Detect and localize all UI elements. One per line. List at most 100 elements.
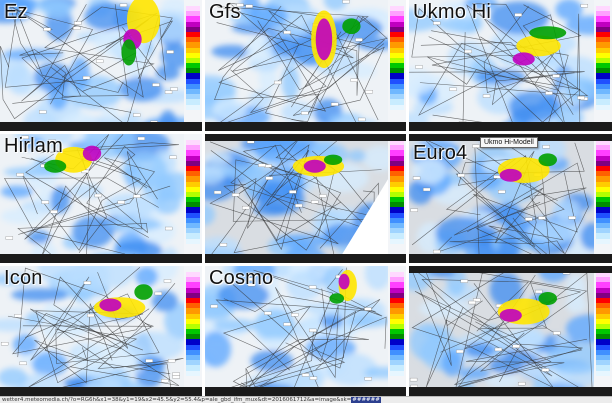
scale-swatch <box>596 323 610 330</box>
scale-swatch <box>186 318 200 324</box>
scale-swatch <box>390 37 404 43</box>
scale-swatch <box>596 6 610 12</box>
precip-color-scale <box>596 140 610 244</box>
map-panel-cosmo-de[interactable] <box>205 134 406 263</box>
scale-swatch <box>390 308 404 314</box>
scale-swatch <box>390 329 404 335</box>
scale-swatch <box>186 150 200 156</box>
map-panel-cosmo[interactable]: Cosmo <box>205 266 406 396</box>
map-panel-icon[interactable]: Icon <box>0 266 202 396</box>
map-panel-ez[interactable]: Ez <box>0 0 202 131</box>
scale-swatch <box>596 160 610 166</box>
scale-swatch <box>390 42 404 48</box>
panel-header <box>409 266 612 273</box>
scale-swatch <box>186 181 200 187</box>
scale-swatch <box>596 99 610 105</box>
model-label: Hirlam <box>4 135 63 157</box>
scale-swatch <box>596 355 610 361</box>
precip-hotspot <box>121 39 137 66</box>
scale-swatch <box>390 31 404 38</box>
scale-swatch <box>596 37 610 43</box>
scale-swatch <box>186 212 200 218</box>
country-borders <box>0 4 174 127</box>
scale-swatch <box>390 16 404 22</box>
scale-swatch <box>186 94 200 100</box>
scale-swatch <box>596 186 610 192</box>
scale-swatch <box>390 57 404 64</box>
scale-swatch <box>596 31 610 38</box>
scale-swatch <box>596 297 610 304</box>
scale-swatch <box>596 165 610 172</box>
map-panel-ukmo-hi[interactable]: Ukmo Hi <box>409 0 612 131</box>
scale-swatch <box>186 329 200 335</box>
map-panel-euro4[interactable]: Euro4 <box>409 134 612 263</box>
scale-swatch <box>390 78 404 84</box>
precip-hotspot <box>303 159 326 173</box>
scale-swatch <box>596 171 610 177</box>
scale-swatch <box>186 334 200 340</box>
scale-swatch <box>390 297 404 304</box>
scale-swatch <box>596 308 610 314</box>
scale-swatch <box>390 6 404 12</box>
scale-swatch <box>390 292 404 298</box>
model-label: Ukmo Hi <box>413 1 492 23</box>
precip-color-scale <box>596 272 610 376</box>
scale-swatch <box>596 233 610 239</box>
precip-hotspot <box>538 292 557 305</box>
scale-swatch <box>186 165 200 172</box>
scale-swatch <box>186 171 200 177</box>
scale-swatch <box>596 217 610 223</box>
scale-swatch <box>596 202 610 208</box>
panel-footer <box>205 254 406 263</box>
scale-swatch <box>596 228 610 234</box>
scale-swatch <box>186 89 200 95</box>
precip-hotspot <box>99 298 122 312</box>
scale-swatch <box>186 21 200 27</box>
scale-swatch <box>596 89 610 95</box>
scale-swatch <box>186 303 200 309</box>
country-borders <box>213 2 388 129</box>
map-panel-ukmo-2[interactable] <box>409 266 612 396</box>
url-bar[interactable]: wetter4.meteomedia.ch/?o=RG6h&x1=38&y1=1… <box>0 396 612 403</box>
scale-swatch <box>596 16 610 22</box>
scale-swatch <box>596 11 610 17</box>
url-text: wetter4.meteomedia.ch/?o=RG6h&x1=38&y1=1… <box>2 397 352 403</box>
scale-swatch <box>596 303 610 309</box>
precip-color-scale <box>186 272 200 376</box>
scale-swatch <box>390 355 404 361</box>
scale-swatch <box>390 303 404 309</box>
scale-swatch <box>186 11 200 17</box>
scale-swatch <box>390 370 404 376</box>
scale-swatch <box>186 308 200 314</box>
scale-swatch <box>186 287 200 293</box>
scale-swatch <box>596 47 610 53</box>
scale-swatch <box>186 197 200 203</box>
precipitation-map <box>205 266 388 396</box>
scale-swatch <box>596 63 610 69</box>
scale-swatch <box>596 292 610 298</box>
scale-swatch <box>596 176 610 182</box>
scale-swatch <box>596 83 610 89</box>
scale-swatch <box>186 42 200 48</box>
scale-swatch <box>596 370 610 376</box>
scale-swatch <box>186 217 200 223</box>
scale-swatch <box>186 238 200 244</box>
model-label: Ez <box>4 1 28 23</box>
panel-footer <box>205 122 406 131</box>
scale-swatch <box>596 339 610 345</box>
scale-swatch <box>390 228 404 234</box>
scale-swatch <box>186 313 200 319</box>
scale-swatch <box>596 145 610 151</box>
scale-swatch <box>596 329 610 335</box>
model-label: Cosmo <box>209 267 274 289</box>
map-panel-hirlam[interactable]: Hirlam <box>0 134 202 263</box>
scale-swatch <box>390 191 404 198</box>
map-panel-gfs[interactable]: Gfs <box>205 0 406 131</box>
panel-footer <box>0 387 202 396</box>
precipitation-map <box>0 266 184 396</box>
scale-swatch <box>186 52 200 58</box>
scale-swatch <box>390 63 404 69</box>
panel-footer <box>205 387 406 396</box>
scale-swatch <box>390 344 404 350</box>
scale-swatch <box>186 297 200 304</box>
